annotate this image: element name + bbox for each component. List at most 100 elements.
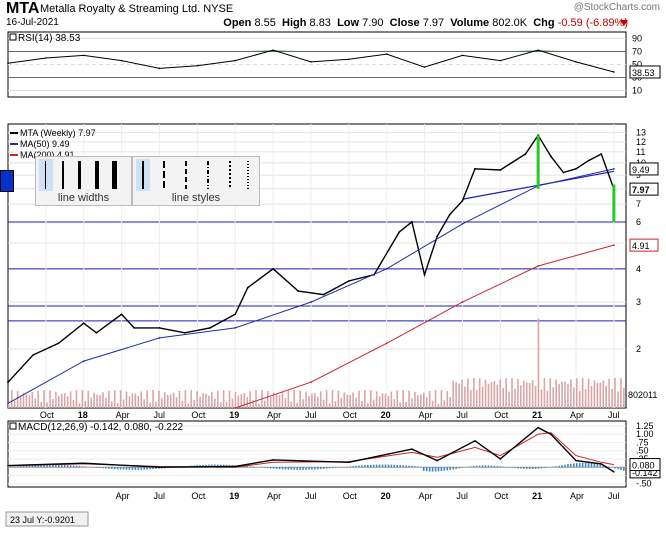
volume-bar — [428, 390, 431, 408]
price-point — [133, 326, 136, 329]
volume-bar — [378, 396, 381, 408]
macd-x-tick: Oct — [494, 491, 509, 501]
macd-point — [613, 471, 615, 473]
line-style-fine-dot[interactable] — [247, 161, 249, 189]
company-name: Metalla Royalty & Streaming Ltd. NYSE — [40, 3, 233, 15]
macd-histogram-bar — [461, 467, 463, 468]
macd-histogram-bar — [593, 463, 596, 468]
macd-histogram-bar — [249, 466, 251, 468]
volume-bar — [78, 403, 81, 408]
line-width-5[interactable] — [112, 161, 117, 189]
macd-histogram-bar — [384, 464, 387, 468]
macd-histogram-bar — [437, 467, 440, 472]
macd-histogram-bar — [58, 464, 60, 468]
macd-histogram-bar — [393, 464, 396, 468]
legend-entry: MA(200) 4.91 — [20, 150, 75, 160]
macd-x-tick: Jul — [608, 491, 620, 501]
volume-bar — [190, 390, 193, 408]
line-style-dot[interactable] — [229, 161, 231, 189]
volume-bar — [317, 396, 319, 408]
line-widths-panel[interactable]: line widths — [35, 156, 132, 206]
price-point — [448, 213, 451, 216]
volume-bar — [437, 403, 440, 408]
line-style-solid[interactable] — [142, 161, 144, 189]
macd-histogram-bar — [534, 467, 537, 469]
volume-bar — [349, 394, 351, 408]
volume-bar — [499, 379, 502, 408]
volume-bar — [570, 379, 572, 408]
volume-bar — [205, 393, 207, 408]
macd-histogram-bar — [602, 465, 605, 468]
macd-histogram-bar — [449, 467, 452, 470]
macd-signal-line — [7, 432, 614, 468]
chg-value: -0.59 (-6.89%) — [557, 17, 628, 29]
volume-bar — [63, 393, 66, 408]
volume-bar — [467, 378, 469, 408]
macd-histogram-bar — [314, 467, 316, 470]
selected-color-swatch[interactable] — [0, 170, 14, 192]
macd-histogram-bar — [116, 467, 119, 470]
rsi-point — [7, 62, 9, 64]
price-point — [549, 155, 552, 158]
volume-bar — [158, 390, 160, 408]
line-width-3[interactable] — [78, 161, 81, 189]
volume-bar — [387, 395, 390, 408]
rsi-point — [234, 59, 237, 62]
macd-histogram-bar — [408, 465, 410, 468]
macd-x-tick: 21 — [532, 491, 542, 501]
price-point — [32, 353, 35, 356]
volume-bar — [593, 380, 596, 408]
macd-histogram-bar — [63, 464, 66, 468]
rsi-tick-label: 50 — [632, 60, 642, 70]
ohlc-summary: Open 8.55 High 8.83 Low 7.90 Close 7.97 … — [223, 17, 628, 29]
macd-histogram-bar — [578, 462, 581, 468]
line-width-4[interactable] — [95, 161, 99, 189]
line-width-2[interactable] — [62, 161, 64, 189]
macd-histogram-bar — [381, 464, 384, 468]
price-point — [398, 231, 401, 233]
volume-bar — [578, 391, 581, 408]
volume-bar — [472, 378, 475, 408]
price-point — [461, 199, 464, 202]
volume-bar — [84, 400, 87, 408]
price-x-tick: 21 — [532, 410, 542, 420]
macd-histogram-bar — [205, 464, 207, 468]
volume-bar — [620, 378, 622, 408]
volume-bar — [269, 397, 272, 408]
line-style-dash[interactable] — [185, 161, 187, 189]
macd-histogram-bar — [399, 465, 401, 468]
legend-entry: MA(50) 9.49 — [20, 139, 70, 149]
chg-label: Chg — [533, 17, 555, 29]
macd-histogram-bar — [349, 466, 351, 468]
line-width-selected[interactable] — [39, 159, 53, 191]
volume-bar — [425, 397, 428, 408]
macd-histogram-bar — [514, 467, 516, 469]
macd-histogram-bar — [105, 467, 107, 469]
price-x-tick: Oct — [40, 410, 55, 420]
macd-histogram-bar — [355, 465, 357, 468]
macd-histogram-bar — [523, 467, 525, 469]
line-width-1[interactable] — [45, 161, 46, 189]
volume-bar — [411, 398, 413, 408]
volume-bar — [623, 387, 625, 408]
macd-histogram-bar — [308, 467, 310, 470]
macd-histogram-bar — [546, 467, 549, 468]
rsi-value-label: 38.53 — [632, 68, 655, 78]
volume-bar — [443, 400, 446, 408]
volume-bar — [66, 396, 69, 408]
volume-bar — [414, 392, 416, 408]
price-point — [158, 326, 161, 329]
macd-histogram-bar — [596, 464, 599, 468]
macd-histogram-bar — [555, 466, 557, 468]
rsi-title: RSI(14) 38.53 — [18, 33, 81, 44]
macd-histogram-bar — [387, 464, 390, 468]
price-value-box — [629, 162, 659, 176]
price-point — [461, 301, 464, 303]
rsi-point — [537, 49, 539, 51]
line-style-dash-long[interactable] — [163, 161, 165, 189]
volume-bar — [228, 390, 231, 408]
line-style-dash-dot[interactable] — [207, 161, 209, 189]
macd-histogram-bar — [275, 467, 278, 469]
line-styles-panel[interactable]: line styles — [132, 156, 260, 206]
volume-bar — [161, 398, 163, 408]
